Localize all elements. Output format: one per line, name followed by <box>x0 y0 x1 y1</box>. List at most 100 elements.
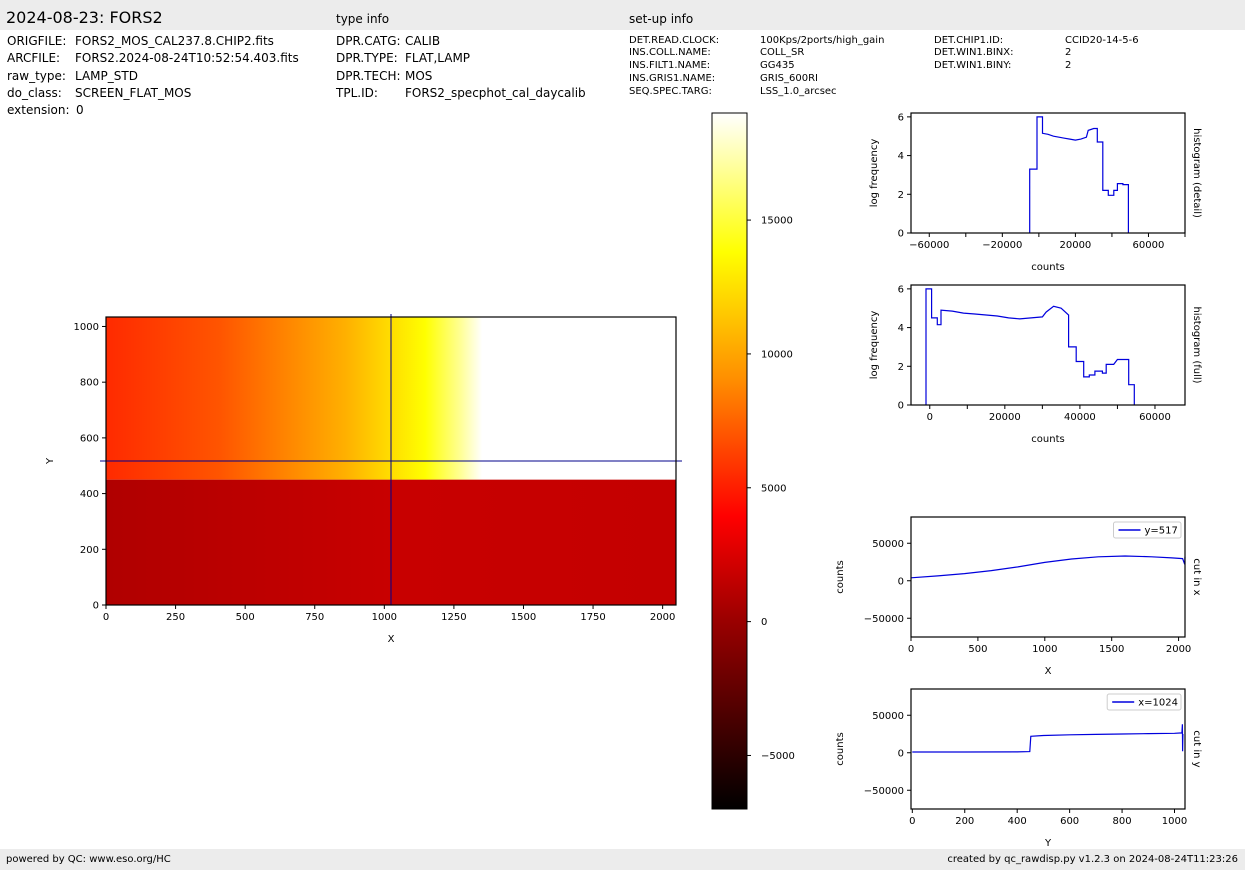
setup-info-value: LSS_1.0_arcsec <box>760 86 837 97</box>
x-tick-label: 750 <box>305 612 324 623</box>
x-tick-label: 0 <box>103 612 109 623</box>
y-tick-label: 0 <box>898 576 904 587</box>
footer-right: created by qc_rawdisp.py v1.2.3 on 2024-… <box>947 854 1238 865</box>
y-tick-label: 0 <box>898 748 904 759</box>
setup-info-key: INS.FILT1.NAME: <box>629 60 711 71</box>
y-tick-label: 6 <box>898 112 904 123</box>
y-tick-label: 4 <box>898 151 904 162</box>
legend-box <box>1113 521 1182 539</box>
plot-frame <box>910 284 1186 406</box>
setup-info-key: DET.WIN1.BINX: <box>934 47 1014 58</box>
x-tick-label: 1750 <box>580 612 605 623</box>
y-tick-label: 600 <box>80 433 99 444</box>
file-info-key: do_class: <box>7 86 62 100</box>
side-label: cut in y <box>1191 730 1202 767</box>
x-axis-label: X <box>1045 666 1052 677</box>
file-info-value: FORS2_MOS_CAL237.8.CHIP2.fits <box>75 34 274 48</box>
y-tick-label: 4 <box>898 323 904 334</box>
x-tick-label: 200 <box>955 816 974 827</box>
y-axis-label: log frequency <box>869 311 880 380</box>
file-info-value: SCREEN_FLAT_MOS <box>75 86 192 100</box>
colorbar-tick-label: 15000 <box>761 216 793 227</box>
x-tick-label: 1500 <box>1099 644 1124 655</box>
side-label: histogram (detail) <box>1191 128 1202 218</box>
series-line <box>912 724 1184 753</box>
x-tick-label: 1000 <box>1032 644 1057 655</box>
x-tick-label: 20000 <box>1059 240 1091 251</box>
side-label: histogram (full) <box>1191 306 1202 383</box>
x-tick-label: −20000 <box>982 240 1022 251</box>
x-tick-label: 0 <box>909 816 915 827</box>
setup-info-value: CCID20-14-5-6 <box>1065 35 1139 46</box>
y-tick-label: −50000 <box>864 786 904 797</box>
heatmap-frame <box>105 316 677 606</box>
x-tick-label: 0 <box>927 412 933 423</box>
y-tick-label: 50000 <box>872 711 904 722</box>
footer-bar <box>0 849 1245 870</box>
y-tick-label: 2 <box>898 362 904 373</box>
x-tick-label: 2000 <box>650 612 675 623</box>
file-info-value: FORS2.2024-08-24T10:52:54.403.fits <box>75 51 299 65</box>
plot-frame <box>910 112 1186 234</box>
y-axis-label: counts <box>835 560 846 593</box>
colorbar-tick-label: 5000 <box>761 483 786 494</box>
type-info-heading: type info <box>336 12 390 26</box>
x-tick-label: 60000 <box>1139 412 1171 423</box>
file-info-value: 0 <box>76 103 84 117</box>
x-tick-label: 60000 <box>1133 240 1165 251</box>
y-tick-label: −50000 <box>864 614 904 625</box>
file-info-value: LAMP_STD <box>75 69 138 83</box>
y-axis-label: log frequency <box>869 139 880 208</box>
x-axis-label: X <box>388 634 395 645</box>
legend-label: y=517 <box>1145 526 1178 537</box>
x-axis-label: Y <box>1044 838 1052 849</box>
series-line <box>1029 116 1130 233</box>
setup-info-value: COLL_SR <box>760 47 805 58</box>
setup-info-key: INS.GRIS1.NAME: <box>629 73 716 84</box>
file-info-key: extension: <box>7 103 70 117</box>
legend-label: x=1024 <box>1138 698 1178 709</box>
header-bar <box>0 0 1245 30</box>
y-axis-label: counts <box>835 732 846 765</box>
setup-info-value: 100Kps/2ports/high_gain <box>760 35 885 46</box>
setup-info-key: INS.COLL.NAME: <box>629 47 711 58</box>
setup-info-heading: set-up info <box>629 12 694 26</box>
colorbar <box>711 112 748 810</box>
setup-info-value: 2 <box>1065 47 1072 58</box>
setup-info-value: GRIS_600RI <box>760 73 818 84</box>
series-line <box>910 555 1186 579</box>
type-info-key: DPR.CATG: <box>336 34 401 48</box>
type-info-value: CALIB <box>405 34 441 48</box>
setup-info-value: GG435 <box>760 60 795 71</box>
y-axis-label: Y <box>45 457 56 465</box>
series-line <box>925 288 1135 405</box>
x-tick-label: 20000 <box>989 412 1021 423</box>
type-info-value: FORS2_specphot_cal_daycalib <box>405 86 586 100</box>
x-tick-label: 400 <box>1008 816 1027 827</box>
x-tick-label: 1000 <box>1162 816 1187 827</box>
x-tick-label: 40000 <box>1064 412 1096 423</box>
y-tick-label: 1000 <box>74 322 99 333</box>
setup-info-key: DET.CHIP1.ID: <box>934 35 1004 46</box>
x-tick-label: 500 <box>236 612 255 623</box>
y-tick-label: 400 <box>80 489 99 500</box>
setup-info-key: DET.READ.CLOCK: <box>629 35 720 46</box>
page-title: 2024-08-23: FORS2 <box>6 8 163 27</box>
y-tick-label: 50000 <box>872 539 904 550</box>
file-info-key: ORIGFILE: <box>7 34 67 48</box>
x-tick-label: −60000 <box>909 240 949 251</box>
x-tick-label: 250 <box>166 612 185 623</box>
x-tick-label: 1500 <box>511 612 536 623</box>
y-tick-label: 0 <box>898 401 904 412</box>
setup-info-key: DET.WIN1.BINY: <box>934 60 1012 71</box>
side-label: cut in x <box>1191 558 1202 595</box>
x-tick-label: 500 <box>968 644 987 655</box>
colorbar-tick-label: −5000 <box>761 751 795 762</box>
y-tick-label: 800 <box>80 378 99 389</box>
x-axis-label: counts <box>1031 434 1064 445</box>
y-tick-label: 2 <box>898 190 904 201</box>
plot-frame <box>910 516 1186 638</box>
file-info-key: raw_type: <box>7 69 66 83</box>
x-tick-label: 0 <box>908 644 914 655</box>
